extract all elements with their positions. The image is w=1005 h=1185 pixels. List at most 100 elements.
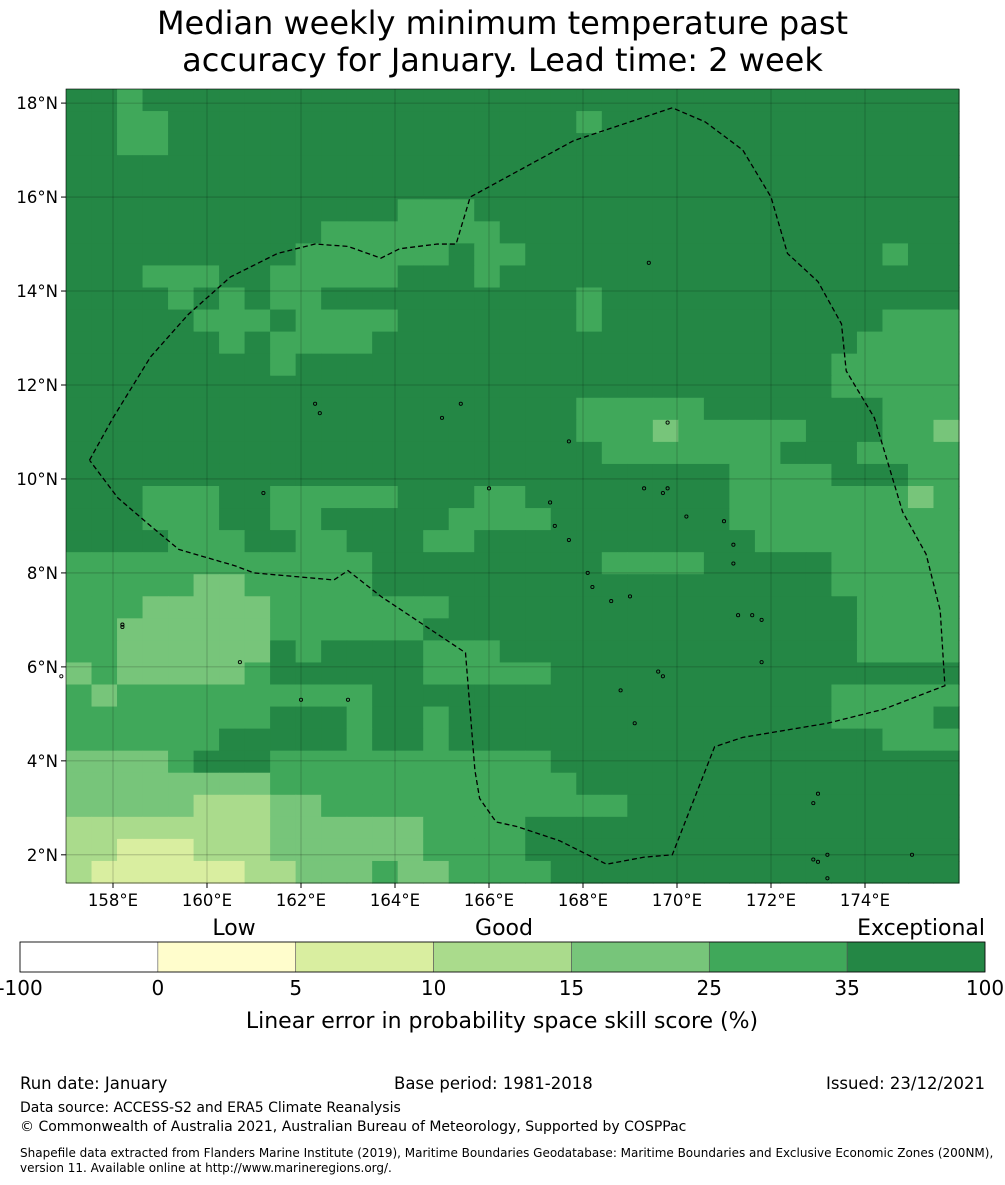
skill-cell — [856, 574, 884, 597]
skill-cell — [652, 618, 679, 641]
skill-cell — [678, 265, 705, 289]
skill-cell — [321, 816, 348, 840]
skill-cell — [321, 486, 348, 509]
skill-cell — [652, 243, 679, 267]
legend-swatch — [295, 941, 434, 973]
skill-cell — [397, 728, 424, 752]
skill-cell — [754, 155, 781, 178]
skill-cell — [780, 750, 807, 774]
skill-cell — [550, 772, 577, 796]
skill-cell — [346, 111, 373, 134]
skill-cell — [321, 684, 348, 708]
skill-cell — [856, 397, 884, 421]
skill-score-map: 2°N 4°N 6°N 8°N 10°N 12°N 14°N 16°N 18°N 158°E 16… — [0, 88, 1004, 1034]
skill-cell — [576, 816, 603, 840]
skill-cell — [423, 375, 450, 399]
skill-cell — [295, 419, 322, 443]
lon-tick-label: 158°E — [88, 891, 138, 910]
skill-cell — [66, 441, 93, 465]
skill-cell — [142, 155, 169, 178]
skill-cell — [754, 794, 781, 818]
skill-cell — [397, 596, 424, 619]
skill-cell — [474, 618, 501, 641]
skill-cell — [66, 816, 93, 840]
skill-cell — [295, 133, 322, 156]
skill-cell — [703, 552, 730, 575]
skill-cell — [397, 794, 424, 818]
skill-cell — [805, 155, 833, 178]
skill-cell — [448, 397, 475, 421]
skill-cell — [423, 441, 450, 465]
skill-cell — [295, 265, 322, 289]
skill-cell — [780, 375, 807, 399]
skill-cell — [907, 662, 935, 686]
skill-cell — [66, 794, 93, 818]
skill-cell — [117, 618, 144, 641]
skill-cell — [474, 706, 501, 730]
skill-cell — [703, 375, 730, 399]
island-outline — [548, 500, 553, 505]
skill-cell — [91, 419, 118, 443]
skill-cell — [117, 375, 144, 399]
skill-cell — [856, 221, 884, 244]
legend-tick-label: 10 — [421, 976, 446, 1000]
skill-cell — [423, 574, 450, 597]
skill-cell — [729, 596, 756, 619]
skill-cell — [780, 684, 807, 708]
skill-cell — [244, 794, 271, 818]
skill-cell — [907, 221, 935, 244]
skill-cell — [474, 508, 501, 531]
skill-cell — [627, 860, 654, 884]
skill-cell — [270, 265, 297, 289]
skill-cell — [448, 89, 475, 112]
legend-tick-label: 35 — [834, 976, 859, 1000]
skill-cell — [117, 419, 144, 443]
skill-cell — [117, 265, 144, 289]
skill-cell — [525, 750, 552, 774]
skill-cell — [754, 816, 781, 840]
lat-tick-label: 4°N — [27, 752, 58, 771]
skill-cell — [805, 508, 833, 531]
skill-cell — [91, 816, 118, 840]
skill-cell — [397, 838, 424, 862]
skill-cell — [321, 89, 348, 112]
skill-cell — [780, 331, 807, 355]
skill-cell — [193, 155, 220, 178]
skill-cell — [576, 794, 603, 818]
skill-cell — [397, 772, 424, 796]
skill-cell — [550, 640, 577, 664]
skill-cell — [627, 111, 654, 134]
skill-cell — [576, 221, 603, 244]
skill-cell — [219, 794, 246, 818]
skill-cell — [295, 243, 322, 267]
skill-cell — [321, 463, 348, 487]
skill-cell — [499, 397, 526, 421]
skill-cell — [448, 508, 475, 531]
skill-cell — [397, 309, 424, 333]
island-outline — [759, 660, 764, 665]
skill-cell — [856, 265, 884, 289]
skill-cell — [244, 331, 271, 355]
skill-cell — [907, 133, 935, 156]
skill-cell — [652, 353, 679, 377]
skill-cell — [576, 309, 603, 333]
skill-cell — [474, 574, 501, 597]
skill-cell — [525, 816, 552, 840]
skill-cell — [678, 860, 705, 884]
skill-cell — [448, 243, 475, 267]
skill-cell — [423, 772, 450, 796]
skill-cell — [856, 486, 884, 509]
skill-cell — [831, 309, 858, 333]
skill-cell — [168, 463, 195, 487]
skill-cell — [295, 89, 322, 112]
island-outline — [646, 260, 651, 265]
skill-cell — [219, 684, 246, 708]
skill-cell — [142, 133, 169, 156]
skill-cell — [729, 706, 756, 730]
skill-cell — [448, 706, 475, 730]
skill-cell — [576, 552, 603, 575]
skill-cell — [448, 221, 475, 244]
skill-cell — [729, 155, 756, 178]
skill-cell — [423, 838, 450, 862]
skill-cell — [397, 397, 424, 421]
